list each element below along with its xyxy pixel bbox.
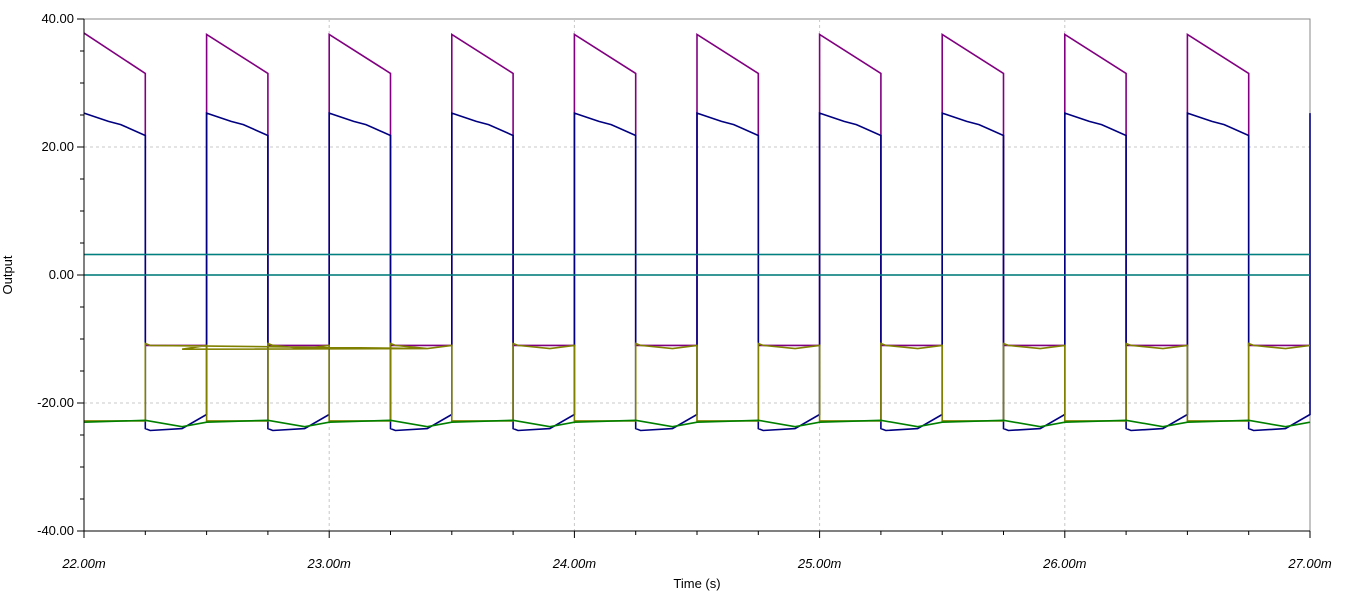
x-tick-label: 26.00m <box>1042 556 1087 571</box>
y-tick-label: 20.00 <box>41 139 74 154</box>
y-tick-label: -20.00 <box>37 395 74 410</box>
y-tick-label: 0.00 <box>49 267 74 282</box>
x-tick-label: 25.00m <box>797 556 842 571</box>
x-tick-label: 23.00m <box>307 556 352 571</box>
axes <box>77 18 1311 538</box>
x-tick-label: 24.00m <box>552 556 597 571</box>
x-tick-label: 27.00m <box>1287 556 1332 571</box>
tick-labels: 40.00 20.00 0.00 -20.00 -40.00 22.00m 23.00m 24… <box>37 11 1332 571</box>
x-tick-label: 22.00m <box>61 556 106 571</box>
y-axis-title: Output <box>0 255 15 294</box>
series-line-1 <box>83 111 1311 432</box>
series-layer <box>83 32 1311 432</box>
y-tick-label: -40.00 <box>37 523 74 538</box>
series-line-3 <box>83 419 1311 428</box>
y-tick-label: 40.00 <box>41 11 74 26</box>
series-line-2 <box>84 342 1311 422</box>
x-axis-title: Time (s) <box>673 576 720 591</box>
